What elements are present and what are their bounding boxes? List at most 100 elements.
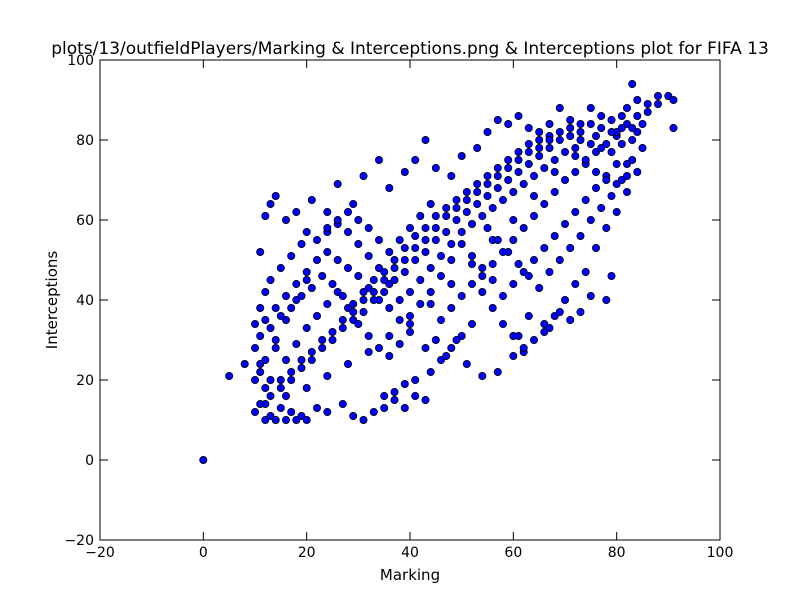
data-point <box>349 411 358 420</box>
data-point <box>457 331 466 340</box>
data-point <box>586 104 595 113</box>
data-point <box>607 116 616 125</box>
data-point <box>633 167 642 176</box>
data-point <box>250 407 259 416</box>
data-point <box>266 375 275 384</box>
data-point <box>411 155 420 164</box>
data-point <box>307 347 316 356</box>
data-point <box>323 247 332 256</box>
data-point <box>374 343 383 352</box>
data-point <box>473 199 482 208</box>
data-point <box>302 275 311 284</box>
data-point <box>431 223 440 232</box>
data-point <box>421 235 430 244</box>
data-point <box>354 215 363 224</box>
data-point <box>628 80 637 89</box>
data-point <box>369 407 378 416</box>
data-point <box>411 391 420 400</box>
data-point <box>364 347 373 356</box>
data-point <box>436 315 445 324</box>
data-point <box>524 124 533 133</box>
data-point <box>478 211 487 220</box>
data-point <box>266 323 275 332</box>
data-point <box>302 267 311 276</box>
data-point <box>509 235 518 244</box>
data-point <box>416 211 425 220</box>
data-point <box>555 307 564 316</box>
data-point <box>467 251 476 260</box>
data-point <box>411 243 420 252</box>
data-point <box>576 231 585 240</box>
data-point <box>597 203 606 212</box>
data-point <box>555 255 564 264</box>
data-point <box>602 175 611 184</box>
y-tick-label: 0 <box>85 453 94 469</box>
data-point <box>514 167 523 176</box>
data-point <box>426 367 435 376</box>
data-point <box>287 407 296 416</box>
data-point <box>669 96 678 105</box>
data-point <box>405 319 414 328</box>
data-point <box>514 147 523 156</box>
data-point <box>602 295 611 304</box>
data-point <box>462 359 471 368</box>
data-point <box>566 124 575 133</box>
data-point <box>266 411 275 420</box>
data-point <box>473 179 482 188</box>
data-point <box>276 263 285 272</box>
chart-title: plots/13/outfieldPlayers/Marking & Inter… <box>51 39 769 59</box>
data-point <box>561 295 570 304</box>
data-point <box>447 303 456 312</box>
data-point <box>250 319 259 328</box>
data-point <box>447 255 456 264</box>
data-point <box>405 327 414 336</box>
x-tick-label: 40 <box>401 545 419 561</box>
data-point <box>312 311 321 320</box>
data-point <box>488 203 497 212</box>
data-point <box>302 227 311 236</box>
data-point <box>576 120 585 129</box>
data-point <box>354 239 363 248</box>
data-point <box>400 243 409 252</box>
data-point <box>359 295 368 304</box>
data-point <box>374 263 383 272</box>
data-point <box>390 275 399 284</box>
data-point <box>261 211 270 220</box>
data-point <box>493 183 502 192</box>
data-point <box>312 403 321 412</box>
data-point <box>400 379 409 388</box>
data-point <box>452 195 461 204</box>
data-point <box>664 92 673 101</box>
data-point <box>343 263 352 272</box>
data-point <box>555 127 564 136</box>
data-point <box>524 147 533 156</box>
data-point <box>292 207 301 216</box>
data-point <box>328 335 337 344</box>
data-point <box>509 187 518 196</box>
data-point <box>436 355 445 364</box>
data-point <box>540 319 549 328</box>
data-point <box>405 287 414 296</box>
data-point <box>592 131 601 140</box>
data-point <box>597 124 606 133</box>
data-point <box>431 335 440 344</box>
data-point <box>261 399 270 408</box>
y-tick-label: 100 <box>67 53 94 69</box>
data-point <box>488 303 497 312</box>
data-point <box>302 323 311 332</box>
data-point <box>287 251 296 260</box>
data-point <box>374 235 383 244</box>
data-point <box>390 255 399 264</box>
data-point <box>457 151 466 160</box>
data-point <box>297 291 306 300</box>
data-point <box>380 287 389 296</box>
data-point <box>488 275 497 284</box>
data-point <box>452 335 461 344</box>
data-point <box>261 383 270 392</box>
data-point <box>628 135 637 144</box>
y-tick-label: 60 <box>76 213 94 229</box>
data-point <box>343 227 352 236</box>
data-point <box>462 195 471 204</box>
data-points <box>199 80 678 464</box>
